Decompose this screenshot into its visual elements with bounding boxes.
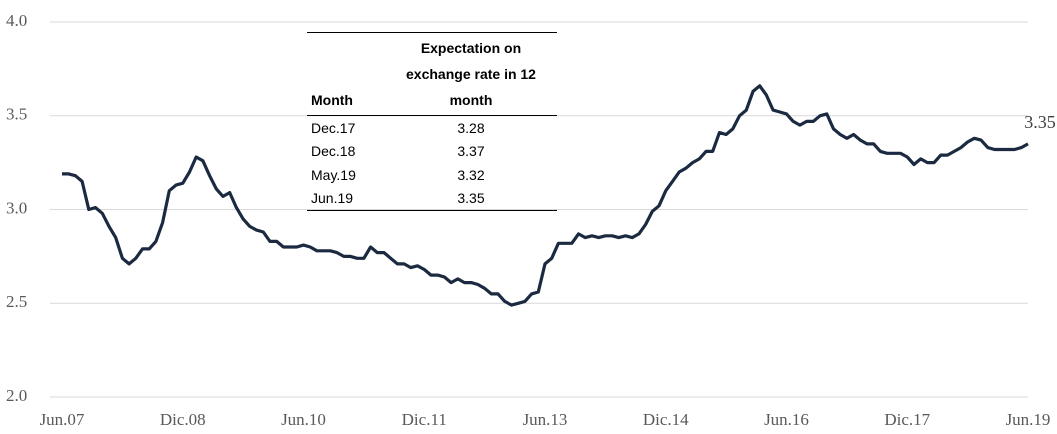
y-tick-label: 2.5 (6, 292, 27, 311)
x-tick-label: Jun.16 (764, 410, 809, 429)
table-cell: 3.32 (457, 166, 485, 183)
x-tick-label: Jun.10 (281, 410, 326, 429)
x-tick-label: Dic.17 (884, 410, 930, 429)
y-tick-label: 4.0 (6, 11, 27, 30)
table-row: May.19 3.32 (307, 163, 557, 187)
series-line (62, 84, 1029, 307)
table-cell: May.19 (311, 166, 356, 183)
table-cell: 3.35 (385, 186, 557, 211)
table-cell: Jun.19 (307, 186, 385, 211)
x-tick-label: Jun.07 (40, 410, 85, 429)
x-tick-label: Jun.19 (1006, 410, 1051, 429)
expectation-table: Month Expectation on exchange rate in 12… (307, 32, 557, 211)
table-cell: Dec.17 (311, 119, 356, 136)
y-tick-label: 3.0 (6, 198, 27, 217)
end-value-label: 3.35 (1024, 112, 1056, 132)
y-tick-label: 2.0 (6, 386, 27, 405)
table-row: Jun.19 3.35 (307, 186, 557, 211)
table-cell: Dec.18 (311, 143, 356, 160)
table-row: Dec.17 3.28 (307, 116, 557, 140)
table-row: Dec.18 3.37 (307, 140, 557, 164)
table-header: Month (307, 32, 385, 116)
y-tick-label: 3.5 (6, 105, 27, 124)
table-cell: 3.37 (457, 143, 485, 160)
x-tick-label: Dic.11 (402, 410, 447, 429)
x-tick-label: Dic.08 (160, 410, 206, 429)
table-header: Expectation on exchange rate in 12 month (385, 32, 557, 116)
table-cell: 3.28 (457, 119, 485, 136)
x-tick-label: Dic.14 (643, 410, 689, 429)
x-tick-label: Jun.13 (523, 410, 568, 429)
